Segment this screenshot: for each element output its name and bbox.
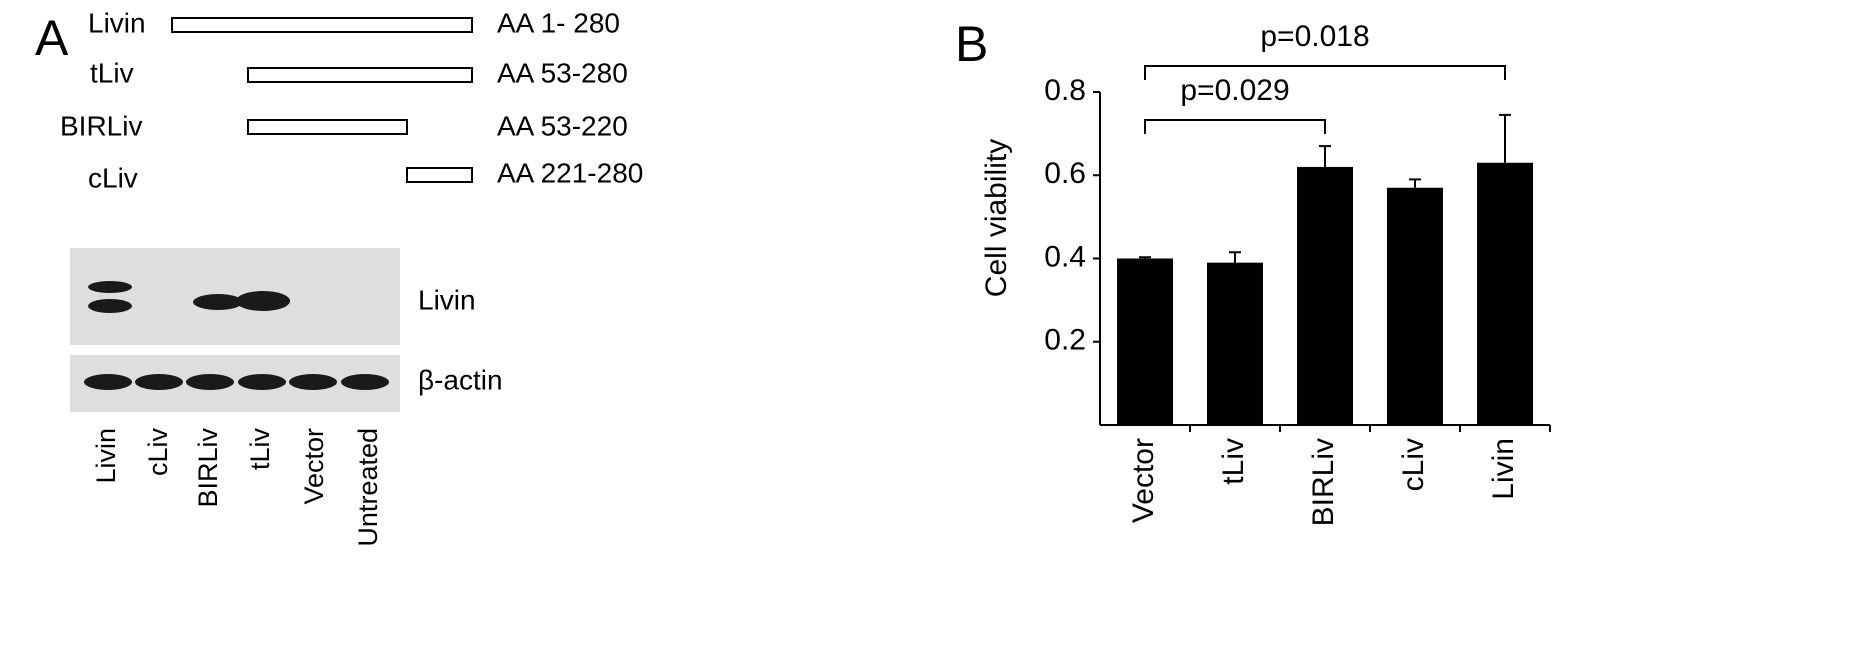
band bbox=[186, 374, 234, 390]
bar bbox=[1207, 262, 1263, 425]
significance-bracket bbox=[1144, 119, 1326, 134]
band bbox=[84, 374, 132, 390]
x-tick-label: tLiv bbox=[1217, 438, 1250, 485]
chart: B Cell viability 0.2 0.4 0.6 0.8 Vector tLiv BIR… bbox=[955, 16, 1551, 526]
error-bar bbox=[1499, 113, 1511, 163]
construct-name: BIRLiv bbox=[60, 110, 142, 141]
annotation: p=0.018 bbox=[1260, 20, 1369, 53]
band bbox=[289, 374, 337, 390]
western-blot bbox=[70, 248, 400, 412]
lane-label: tLiv bbox=[245, 428, 275, 471]
error-bar bbox=[1229, 251, 1241, 263]
bar bbox=[1387, 187, 1443, 425]
lane-label: BIRLiv bbox=[193, 428, 223, 508]
construct-bars bbox=[171, 17, 473, 183]
y-tick-label: 0.6 bbox=[1044, 157, 1086, 190]
y-tick-label: 0.2 bbox=[1044, 324, 1086, 357]
lane-label: Livin bbox=[91, 428, 121, 484]
error-bar bbox=[1139, 256, 1151, 259]
error-bar bbox=[1409, 178, 1421, 188]
x-tick-label: Livin bbox=[1487, 438, 1520, 500]
x-tick-label: BIRLiv bbox=[1307, 438, 1340, 526]
bar bbox=[1477, 162, 1533, 425]
lane-label: Vector bbox=[299, 428, 329, 505]
blot-row-label: β-actin bbox=[418, 364, 503, 395]
blot-row-label: Livin bbox=[418, 284, 476, 315]
annotation: p=0.029 bbox=[1180, 74, 1289, 107]
panel-label: A bbox=[35, 10, 69, 66]
bar bbox=[1297, 166, 1353, 426]
construct-name: Livin bbox=[88, 7, 146, 38]
band bbox=[88, 299, 132, 313]
construct-range: AA 1- 280 bbox=[497, 7, 620, 38]
panel-label: B bbox=[955, 16, 988, 72]
construct-name: tLiv bbox=[90, 57, 134, 88]
construct-range: AA 221-280 bbox=[497, 157, 643, 188]
band bbox=[88, 281, 132, 293]
bar bbox=[1117, 258, 1173, 425]
y-axis-label: Cell viability bbox=[980, 139, 1013, 297]
band bbox=[238, 374, 286, 390]
construct-range: AA 53-280 bbox=[497, 57, 628, 88]
band bbox=[193, 294, 243, 310]
significance-bracket bbox=[1144, 65, 1506, 80]
construct-range: AA 53-220 bbox=[497, 110, 628, 141]
y-tick-label: 0.4 bbox=[1044, 240, 1086, 273]
x-tick-label: cLiv bbox=[1397, 438, 1430, 491]
band bbox=[236, 291, 290, 311]
construct-bar bbox=[171, 17, 473, 33]
bands bbox=[84, 281, 389, 390]
error-bar bbox=[1319, 145, 1331, 167]
y-tick-label: 0.8 bbox=[1044, 74, 1086, 107]
lane-label: cLiv bbox=[143, 428, 173, 477]
x-tick-label: Vector bbox=[1127, 438, 1160, 523]
construct-name: cLiv bbox=[88, 162, 138, 193]
band bbox=[135, 374, 183, 390]
lane-labels: Livin cLiv BIRLiv tLiv Vector Untreated bbox=[91, 428, 383, 547]
construct-bar bbox=[247, 119, 408, 135]
band bbox=[341, 374, 389, 390]
construct-bar bbox=[247, 67, 473, 83]
lane-label: Untreated bbox=[353, 428, 383, 547]
construct-bar bbox=[406, 167, 473, 183]
